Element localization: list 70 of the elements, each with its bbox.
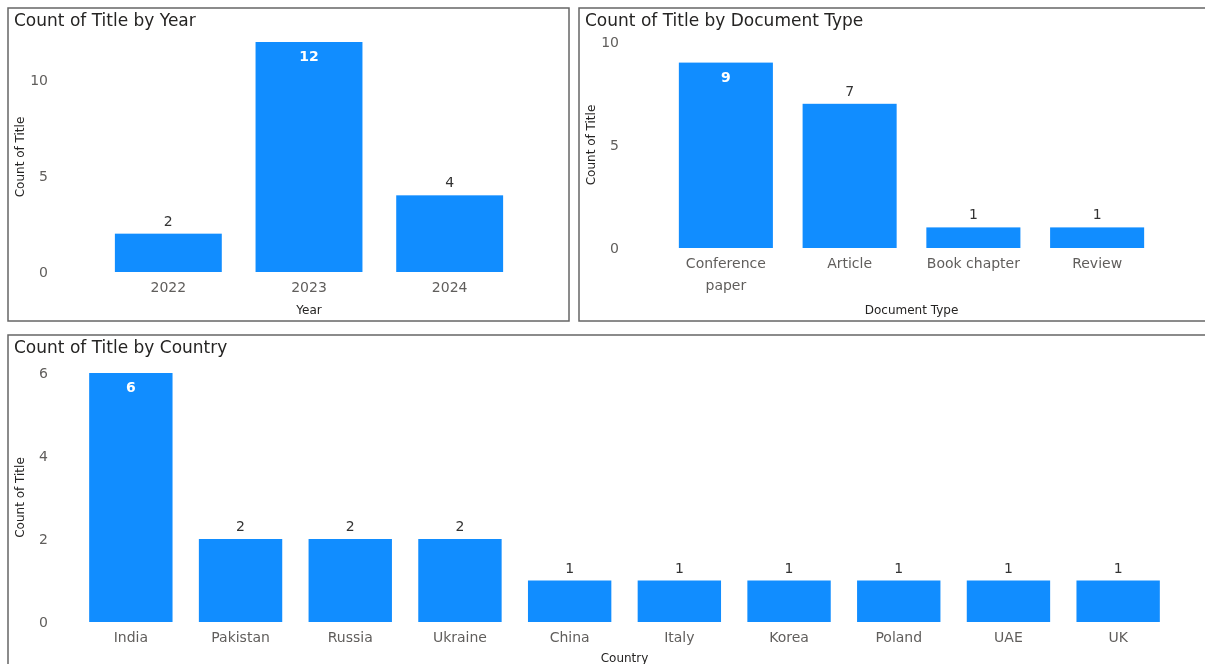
y-axis-title: Count of Title bbox=[584, 104, 598, 186]
data-label: 2 bbox=[236, 518, 246, 534]
x-tick-label: Ukraine bbox=[432, 629, 487, 645]
y-tick-label: 5 bbox=[610, 136, 619, 153]
x-axis-title: Year bbox=[295, 303, 322, 317]
x-axis-title: Document Type bbox=[864, 303, 959, 317]
data-label: 7 bbox=[845, 82, 855, 99]
bar bbox=[857, 580, 941, 622]
data-label: 9 bbox=[721, 68, 731, 85]
y-tick-label: 0 bbox=[39, 263, 48, 280]
y-tick-label: 4 bbox=[39, 447, 49, 464]
x-tick-label: Article bbox=[827, 255, 873, 271]
data-label: 1 bbox=[674, 559, 684, 576]
data-label: 6 bbox=[125, 379, 136, 395]
bar bbox=[637, 580, 722, 622]
x-tick-label: Book chapter bbox=[926, 255, 1021, 271]
x-tick-label: Pakistan bbox=[211, 629, 270, 645]
x-tick-label: Italy bbox=[664, 629, 695, 645]
x-tick-label: Poland bbox=[875, 629, 923, 645]
bar bbox=[1050, 227, 1145, 248]
bar bbox=[308, 539, 392, 622]
bar bbox=[802, 103, 897, 248]
x-tick-label: China bbox=[549, 629, 590, 645]
x-tick-label: UAE bbox=[994, 629, 1023, 645]
data-label: 1 bbox=[894, 559, 904, 576]
x-tick-label: 2024 bbox=[431, 279, 468, 295]
bar bbox=[966, 580, 1051, 622]
x-tick-label: India bbox=[113, 629, 149, 645]
bar bbox=[255, 42, 363, 272]
y-tick-label: 10 bbox=[601, 33, 619, 50]
bar bbox=[198, 539, 283, 622]
y-axis-title: Count of Title bbox=[13, 116, 27, 198]
data-label: 1 bbox=[1003, 559, 1013, 576]
data-label: 1 bbox=[1092, 206, 1102, 223]
data-label: 2 bbox=[455, 518, 465, 534]
x-axis-title: Country bbox=[600, 651, 649, 664]
chart-title: Count of Title by Document Type bbox=[585, 10, 864, 30]
chart-title: Count of Title by Country bbox=[14, 337, 228, 357]
data-label: 2 bbox=[163, 212, 173, 229]
y-tick-label: 0 bbox=[39, 613, 48, 630]
x-tick-label: 2023 bbox=[291, 279, 327, 295]
data-label: 1 bbox=[784, 559, 794, 576]
data-label: 2 bbox=[345, 518, 355, 534]
bar bbox=[527, 580, 612, 622]
y-tick-label: 6 bbox=[39, 364, 49, 381]
y-tick-label: 5 bbox=[39, 168, 48, 185]
x-tick-label: 2022 bbox=[150, 279, 187, 295]
x-tick-label: UK bbox=[1108, 629, 1129, 645]
x-tick-label: Review bbox=[1072, 255, 1123, 271]
bar bbox=[89, 373, 173, 622]
data-label: 1 bbox=[1113, 559, 1123, 576]
x-tick-label: Russia bbox=[327, 629, 373, 645]
bar bbox=[1076, 580, 1160, 622]
x-tick-label: Korea bbox=[769, 629, 809, 645]
bar bbox=[926, 227, 1021, 248]
data-label: 1 bbox=[968, 206, 978, 223]
data-label: 4 bbox=[445, 174, 455, 191]
bar bbox=[114, 233, 222, 272]
bar bbox=[418, 539, 502, 622]
chart-title: Count of Title by Year bbox=[14, 10, 196, 30]
data-label: 12 bbox=[299, 48, 319, 64]
y-axis-title: Count of Title bbox=[13, 457, 27, 538]
x-tick-label: Conference paper bbox=[685, 255, 766, 293]
bar bbox=[747, 580, 831, 622]
y-tick-label: 10 bbox=[30, 72, 48, 89]
y-tick-label: 2 bbox=[39, 530, 48, 547]
data-label: 1 bbox=[565, 559, 575, 576]
bar bbox=[678, 62, 773, 248]
bar bbox=[396, 195, 504, 272]
y-tick-label: 0 bbox=[610, 239, 619, 256]
